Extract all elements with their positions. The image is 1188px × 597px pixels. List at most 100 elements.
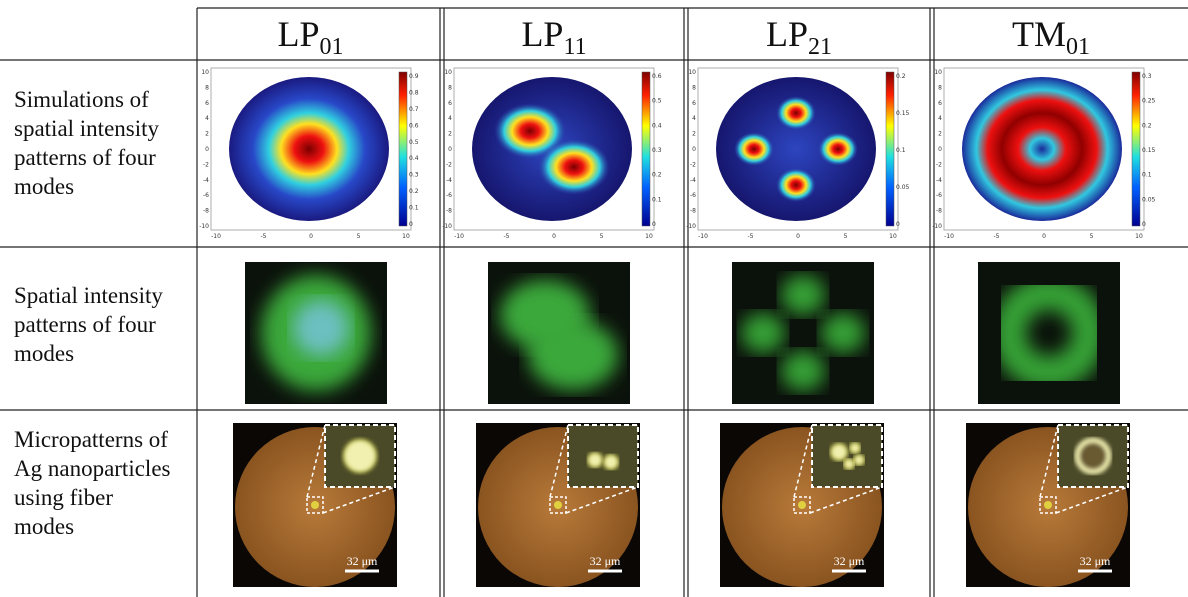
x-tick-label: 5 xyxy=(600,233,604,240)
row-label: modes xyxy=(14,514,74,539)
y-tick-label: -4 xyxy=(203,177,209,184)
colorbar-tick-label: 0.7 xyxy=(409,106,419,113)
row-label: using fiber xyxy=(14,485,113,510)
y-tick-label: 2 xyxy=(205,131,209,138)
pattern-dot xyxy=(311,501,319,509)
mode-lobe xyxy=(776,168,816,202)
y-tick-label: -2 xyxy=(690,161,696,168)
inset-spot xyxy=(850,443,860,453)
inset-spot xyxy=(588,453,602,467)
y-tick-label: 4 xyxy=(448,115,452,122)
column-header: LP01 xyxy=(277,14,343,60)
row-label: modes xyxy=(14,174,74,199)
spot xyxy=(293,300,349,356)
measured-pattern xyxy=(732,262,874,404)
y-tick-label: 4 xyxy=(205,115,209,122)
y-tick-label: -10 xyxy=(932,223,942,230)
spot xyxy=(781,351,825,391)
colorbar-tick-label: 0.2 xyxy=(896,73,906,80)
colorbar xyxy=(886,72,894,226)
header-subscript: 01 xyxy=(1066,34,1090,60)
colorbar-tick-label: 0.1 xyxy=(896,147,906,154)
x-tick-label: 10 xyxy=(645,233,653,240)
scale-label: 32 μm xyxy=(347,554,378,568)
micropattern: 32 μm xyxy=(966,423,1130,587)
y-tick-label: -8 xyxy=(690,208,696,215)
mode-lobe xyxy=(538,139,610,195)
colorbar xyxy=(642,72,650,226)
x-tick-label: 0 xyxy=(309,233,313,240)
y-tick-label: 6 xyxy=(938,100,942,107)
x-tick-label: -10 xyxy=(454,233,464,240)
header-name: LP xyxy=(766,14,808,54)
y-tick-label: 6 xyxy=(205,100,209,107)
inset xyxy=(568,425,638,487)
colorbar-tick-label: 0.3 xyxy=(1142,73,1152,80)
scale-label: 32 μm xyxy=(590,554,621,568)
x-tick-label: -10 xyxy=(944,233,954,240)
y-tick-label: -6 xyxy=(203,192,209,199)
colorbar-tick-label: 0.8 xyxy=(409,89,419,96)
x-tick-label: -10 xyxy=(698,233,708,240)
y-tick-label: 8 xyxy=(448,84,452,91)
y-tick-label: -10 xyxy=(199,223,209,230)
mode-lobe xyxy=(818,132,858,166)
colorbar-tick-label: 0.05 xyxy=(1142,196,1156,203)
row-label: Spatial intensity xyxy=(14,283,163,308)
colorbar-tick-label: 0.5 xyxy=(409,139,419,146)
y-tick-label: 8 xyxy=(692,84,696,91)
scale-label: 32 μm xyxy=(834,554,865,568)
colorbar-tick-label: 0 xyxy=(409,221,413,228)
y-tick-label: -10 xyxy=(686,223,696,230)
inset-spot xyxy=(831,444,847,460)
inset-spot xyxy=(854,455,864,465)
pattern-dot xyxy=(554,501,562,509)
row-label: Simulations of xyxy=(14,87,149,112)
mode-disk xyxy=(962,77,1122,221)
y-tick-label: 0 xyxy=(448,146,452,153)
header-name: LP xyxy=(521,14,563,54)
row-label: Ag nanoparticles xyxy=(14,456,171,481)
x-tick-label: 10 xyxy=(402,233,410,240)
measured-pattern xyxy=(978,262,1120,404)
colorbar-tick-label: 0.2 xyxy=(409,188,419,195)
header-name: LP xyxy=(277,14,319,54)
y-tick-label: -6 xyxy=(446,192,452,199)
mode-lobe xyxy=(776,96,816,130)
micropattern: 32 μm xyxy=(233,423,397,587)
x-tick-label: 5 xyxy=(844,233,848,240)
header-subscript: 11 xyxy=(563,34,586,60)
y-tick-label: 0 xyxy=(692,146,696,153)
y-tick-label: 8 xyxy=(205,84,209,91)
row-label: spatial intensity xyxy=(14,116,160,141)
x-tick-label: 10 xyxy=(1135,233,1143,240)
spot xyxy=(741,313,785,353)
y-tick-label: 10 xyxy=(688,69,696,76)
pattern-dot xyxy=(1044,501,1052,509)
row-label: patterns of four xyxy=(14,145,156,170)
x-tick-label: 5 xyxy=(357,233,361,240)
row-label: patterns of four xyxy=(14,312,156,337)
y-tick-label: -2 xyxy=(203,161,209,168)
scale-label: 32 μm xyxy=(1080,554,1111,568)
pattern-dot xyxy=(798,501,806,509)
y-tick-label: 4 xyxy=(692,115,696,122)
x-tick-label: -5 xyxy=(994,233,1000,240)
x-tick-label: -10 xyxy=(211,233,221,240)
y-tick-label: -6 xyxy=(690,192,696,199)
y-tick-label: 10 xyxy=(934,69,942,76)
y-tick-label: 6 xyxy=(692,100,696,107)
y-tick-label: -4 xyxy=(690,177,696,184)
x-tick-label: -5 xyxy=(261,233,267,240)
y-tick-label: 2 xyxy=(448,131,452,138)
y-tick-label: 0 xyxy=(205,146,209,153)
colorbar xyxy=(399,72,407,226)
x-tick-label: -5 xyxy=(748,233,754,240)
y-tick-label: -8 xyxy=(936,208,942,215)
inset-ring xyxy=(1077,440,1109,472)
colorbar-tick-label: 0.15 xyxy=(1142,147,1156,154)
colorbar-tick-label: 0.25 xyxy=(1142,98,1156,105)
